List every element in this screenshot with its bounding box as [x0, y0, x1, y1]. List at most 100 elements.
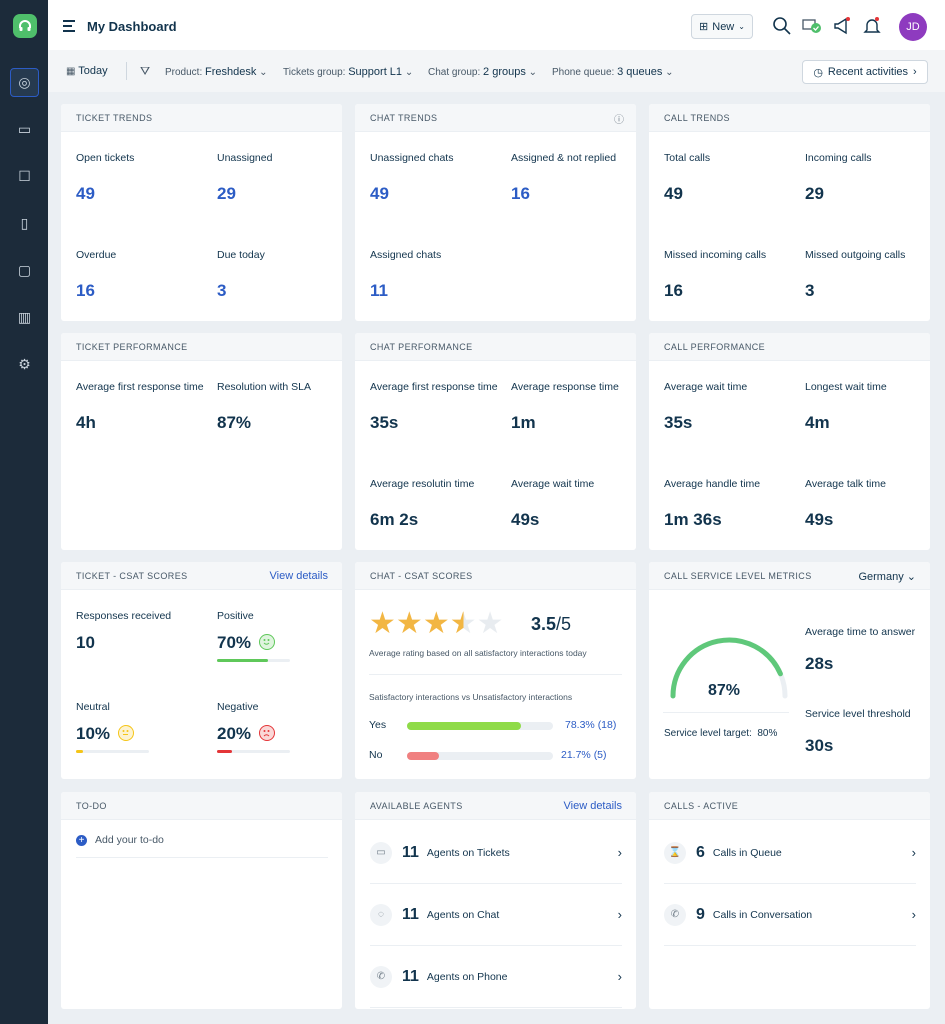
metric-label: Open tickets [76, 152, 135, 164]
metric: Incoming calls 29 [805, 151, 930, 203]
list-item-label: Agents on Phone [426, 970, 508, 983]
phone-queue-filter[interactable]: Phone queue: 3 queues ⌄ [552, 66, 674, 78]
call-trends-card: Call Trends Total calls 49 Incoming calls 29… [649, 104, 930, 321]
score-bar-fill [217, 659, 269, 662]
chat-performance-card: Chat Performance Average first response t… [355, 333, 636, 550]
search-icon[interactable] [772, 16, 792, 36]
metric: Overdue 16 [76, 248, 206, 300]
avatar[interactable]: JD [899, 13, 927, 41]
page-title: My Dashboard [87, 19, 177, 34]
list-item-label: Calls in Conversation [712, 908, 813, 921]
hourglass-icon: ⌛ [664, 841, 686, 864]
list-item[interactable]: ▭ 11 Agents on Tickets › [370, 822, 622, 884]
recent-activities-button[interactable]: ◷ Recent activities › [802, 60, 928, 84]
phone-icon: ✆ [664, 903, 686, 926]
metric-value: 16 [664, 281, 683, 300]
call-service-level-card: Call Service Level Metrics Germany ⌄ 87% Se… [649, 562, 930, 779]
list-item[interactable]: ◌ 11 Agents on Chat › [370, 884, 622, 946]
list-item-label: Agents on Tickets [426, 846, 510, 859]
view-details-link[interactable]: View details [563, 800, 623, 812]
info-icon[interactable]: ⓘ [614, 115, 624, 126]
sidebar-item-tickets[interactable]: ▭ [10, 115, 39, 144]
metric-label: Negative [217, 701, 259, 713]
bar-label: Yes [369, 719, 387, 731]
recent-activities-label: Recent activities [827, 66, 909, 78]
count: 11 [402, 905, 419, 923]
list-item[interactable]: ✆ 11 Agents on Phone › [370, 946, 622, 1008]
tickets-group-value: Support L1 [348, 66, 403, 78]
ticket-icon: ▭ [370, 841, 392, 864]
metric: Average first response time 35s [370, 380, 500, 432]
date-filter[interactable]: ▦ Today [66, 65, 108, 77]
metric-label: Service level threshold [805, 708, 911, 720]
list-item[interactable]: ✆ 9 Calls in Conversation › [664, 884, 916, 946]
sidebar-item-reports[interactable]: ▥ [10, 303, 39, 332]
list-item[interactable]: ⌛ 6 Calls in Queue › [664, 822, 916, 884]
plus-box-icon: ⊞ [699, 21, 709, 33]
sidebar: ◎ ▭ ☐ ▯ ▢ ▥ ⚙ [0, 0, 48, 1024]
menu-icon[interactable] [63, 20, 75, 35]
sidebar-item-dashboard[interactable]: ◎ [10, 68, 39, 97]
metric: Unassigned chats 49 [370, 151, 500, 203]
metric-label: Longest wait time [805, 381, 887, 393]
metric: Average response time 1m [511, 380, 636, 432]
satisfaction-bar [407, 722, 553, 730]
calendar-icon: ▦ [66, 66, 79, 77]
filter-bar: ▦ Today ⛛ Product: Freshdesk ⌄ Tickets g… [48, 50, 945, 92]
metric: Negative 20% [217, 700, 342, 770]
contacts-icon: ☐ [18, 168, 31, 184]
metric-value: 35s [664, 413, 693, 432]
chevron-right-icon: › [617, 907, 622, 922]
announcement-icon[interactable] [832, 16, 852, 36]
score-bar-fill [217, 750, 232, 753]
sidebar-item-knowledge-base[interactable]: ▯ [10, 209, 39, 238]
freshdesk-logo[interactable] [13, 14, 37, 38]
score-bar [217, 750, 290, 753]
tickets-icon: ▭ [17, 121, 32, 137]
metric-label: Average talk time [805, 478, 886, 490]
metric-value: 6m 2s [370, 510, 419, 529]
metric-value-wrap: 20% [217, 724, 276, 744]
count: 11 [402, 843, 419, 861]
metric-label: Total calls [664, 152, 711, 164]
metric-value: 49s [805, 510, 834, 529]
card-title: Available Agents View details [355, 792, 636, 820]
history-icon: ◷ [813, 66, 823, 79]
metric-label: Missed outgoing calls [805, 249, 906, 261]
filter-icon[interactable]: ⛛ [140, 64, 151, 78]
list-item-label: Calls in Queue [712, 846, 782, 859]
metric-value: 16 [511, 184, 530, 203]
view-details-link[interactable]: View details [269, 570, 329, 582]
sidebar-item-conversations[interactable]: ▢ [10, 256, 39, 285]
metric-label: Missed incoming calls [664, 249, 767, 261]
card-title-text: Ticket Performance [76, 342, 188, 352]
tickets-group-filter[interactable]: Tickets group: Support L1 ⌄ [283, 66, 414, 78]
chat-group-value: 2 groups [483, 66, 526, 78]
bar-fill [407, 722, 522, 730]
metric-value: 87% [217, 413, 252, 432]
metric-value-wrap: 10% [76, 724, 135, 744]
metric-value: 28s [805, 654, 834, 673]
card-title-text: Ticket - CSAT Scores [76, 571, 188, 581]
card-title-text: Chat Performance [370, 342, 473, 352]
sidebar-item-settings[interactable]: ⚙ [10, 350, 39, 379]
metric-value: 49 [76, 184, 95, 203]
metric-label: Average handle time [664, 478, 761, 490]
agent-status-icon[interactable] [802, 16, 822, 36]
chat-trends-card: Chat Trends Unassigned chats 49 Assigned & … [355, 104, 636, 321]
chevron-right-icon: › [617, 969, 622, 984]
chat-group-filter[interactable]: Chat group: 2 groups ⌄ [428, 66, 538, 78]
region-dropdown[interactable]: Germany ⌄ [858, 571, 916, 583]
divider [369, 674, 622, 675]
happy-face-icon [259, 634, 276, 650]
metric-value: 29 [805, 184, 824, 203]
satisfaction-bar [407, 752, 553, 760]
add-todo-button[interactable]: + Add your to-do [76, 834, 328, 858]
sidebar-item-contacts[interactable]: ☐ [10, 162, 39, 191]
card-title-text: Calls - Active [664, 801, 739, 811]
score-bar [76, 750, 149, 753]
star-icon: ★ [369, 607, 396, 640]
notification-bell-icon[interactable] [862, 16, 882, 36]
new-button[interactable]: ⊞ New ⌄ [691, 14, 753, 39]
product-filter[interactable]: Product: Freshdesk ⌄ [165, 66, 268, 78]
